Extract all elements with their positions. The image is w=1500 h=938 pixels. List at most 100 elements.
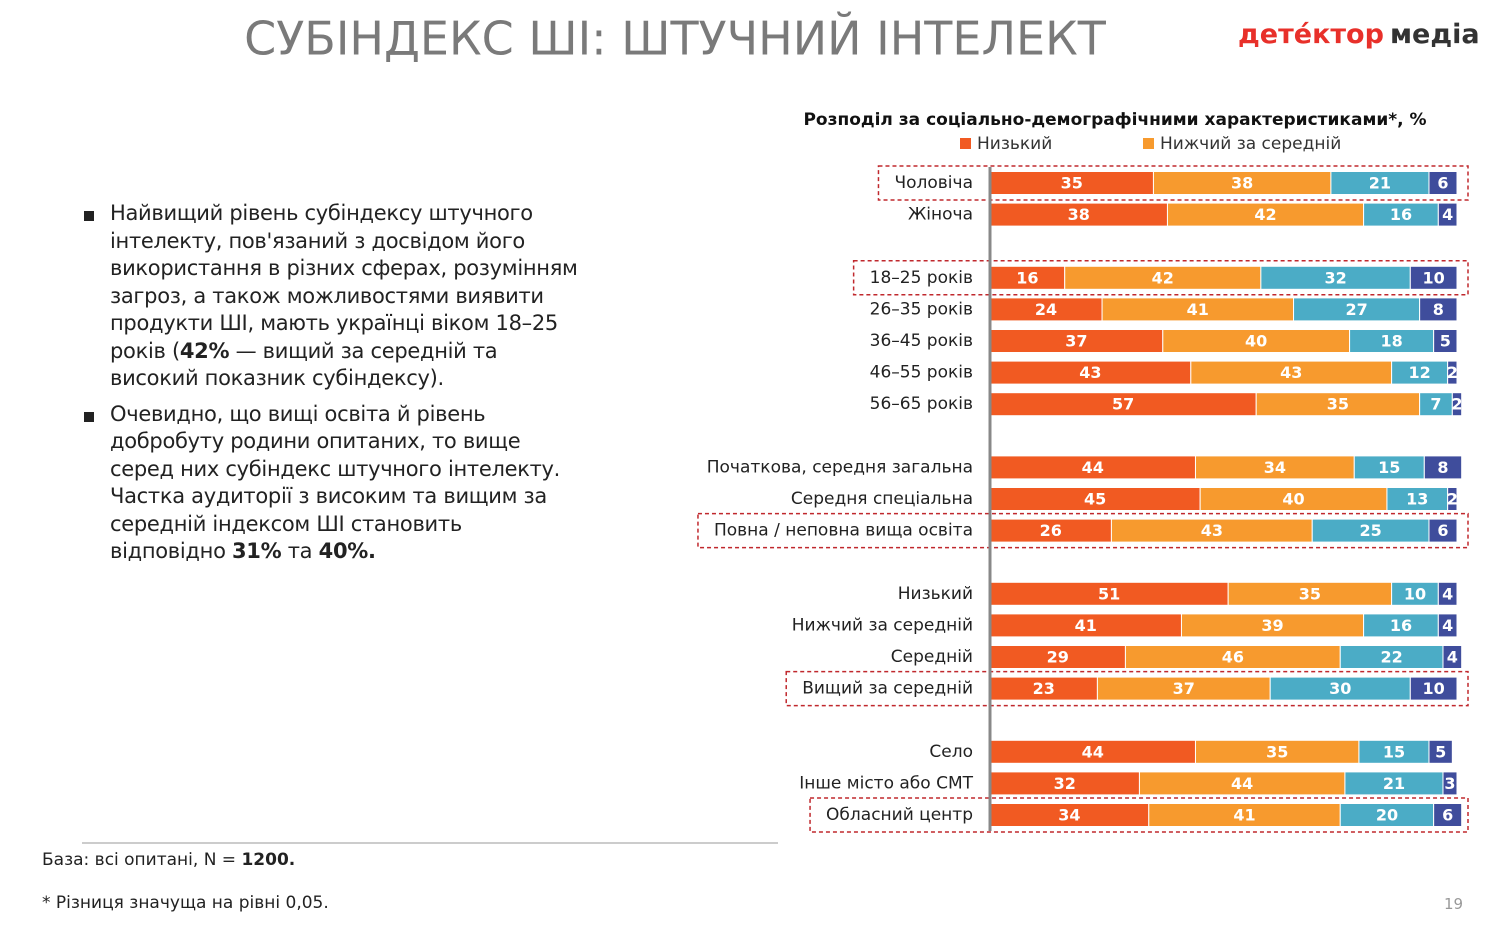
page-number: 19 — [1444, 895, 1464, 913]
value-label: 57 — [1112, 395, 1134, 414]
value-label: 5 — [1435, 742, 1446, 761]
value-label: 41 — [1233, 806, 1255, 825]
value-label: 22 — [1380, 648, 1402, 667]
value-label: 4 — [1442, 616, 1453, 635]
highlight-box — [877, 165, 1469, 201]
value-label: 30 — [1329, 679, 1351, 698]
value-label: 10 — [1404, 584, 1426, 603]
value-label: 21 — [1369, 174, 1391, 193]
highlight-box — [852, 260, 1469, 296]
chart-title: Розподіл за соціально-демографічними хар… — [803, 110, 1426, 130]
value-label: 41 — [1075, 616, 1097, 635]
value-label: 41 — [1187, 300, 1209, 319]
slide-title: СУБІНДЕКС ШІ: ШТУЧНИЙ ІНТЕЛЕКТ — [244, 12, 1107, 66]
value-label: 8 — [1437, 458, 1448, 477]
value-label: 23 — [1033, 679, 1055, 698]
value-label: 13 — [1406, 490, 1428, 509]
bar-segment — [1419, 297, 1458, 322]
value-label: 40 — [1282, 490, 1304, 509]
value-label: 2 — [1447, 490, 1458, 509]
row-label: 26–35 років — [870, 299, 973, 319]
legend-label: Нижчий за середній — [1160, 134, 1341, 154]
value-label: 37 — [1065, 332, 1087, 351]
bar-segment — [1428, 518, 1458, 543]
text-run: База: всі опитані, N = — [42, 850, 242, 870]
row-label: 18–25 років — [870, 268, 973, 288]
value-label: 45 — [1084, 490, 1106, 509]
value-label: 4 — [1442, 205, 1453, 224]
value-label: 3 — [1444, 774, 1455, 793]
bar-segment — [1423, 455, 1463, 480]
row-label: 46–55 років — [870, 363, 973, 383]
text-run: 31% — [232, 539, 282, 563]
legend-swatch — [960, 138, 971, 149]
value-label: 6 — [1442, 806, 1453, 825]
row-label: Початкова, середня загальна — [707, 457, 973, 477]
value-label: 24 — [1035, 300, 1057, 319]
bar-segment — [1447, 487, 1458, 511]
text-run: — вищий за середній та високий показник … — [110, 338, 498, 391]
value-label: 10 — [1423, 268, 1445, 287]
footnote-base: База: всі опитані, N = 1200. — [42, 850, 295, 870]
value-label: 35 — [1299, 584, 1321, 603]
bar-segment — [1442, 645, 1463, 669]
value-label: 27 — [1345, 300, 1367, 319]
row-label: Інше місто або СМТ — [799, 773, 973, 793]
value-label: 35 — [1061, 174, 1083, 193]
bullet: Найвищий рівень субіндексу штучного інте… — [82, 200, 582, 393]
bar-segment — [1442, 771, 1458, 796]
value-label: 38 — [1231, 174, 1253, 193]
highlight-box — [697, 512, 1469, 549]
bar-segment — [1409, 265, 1458, 290]
value-label: 44 — [1082, 742, 1104, 761]
value-label: 46 — [1222, 648, 1244, 667]
value-label: 34 — [1058, 806, 1080, 825]
bullets: Найвищий рівень субіндексу штучного інте… — [82, 200, 582, 574]
value-label: 25 — [1359, 521, 1381, 540]
value-label: 2 — [1447, 363, 1458, 382]
row-label: Середній — [891, 647, 973, 667]
bar-segment — [1437, 613, 1458, 638]
text-run: та — [281, 539, 319, 563]
text-run: 42% — [179, 338, 230, 363]
bar-segment — [1428, 171, 1458, 195]
bar-segment — [1451, 392, 1463, 417]
value-label: 15 — [1378, 458, 1400, 477]
row-label: Повна / неповна вища освіта — [714, 521, 973, 541]
value-label: 43 — [1280, 363, 1302, 382]
value-label: 2 — [1451, 395, 1462, 414]
value-label: 37 — [1173, 679, 1195, 698]
value-label: 4 — [1447, 648, 1458, 667]
value-label: 39 — [1261, 616, 1283, 635]
row-label: Село — [929, 742, 973, 762]
bar-segment — [1428, 739, 1453, 764]
value-label: 32 — [1324, 268, 1346, 287]
row-label: 56–65 років — [870, 394, 973, 414]
value-label: 35 — [1266, 742, 1288, 761]
row-label: Вищий за середній — [802, 679, 973, 699]
logo-part: медіа — [1390, 19, 1480, 50]
bullet: Очевидно, що вищі освіта й рівень доброб… — [82, 401, 582, 566]
bar-segment — [1437, 581, 1458, 606]
row-label: Середня спеціальна — [791, 489, 973, 509]
logo: детéктор медіа — [1238, 19, 1480, 50]
value-label: 12 — [1409, 363, 1431, 382]
value-label: 40 — [1245, 332, 1267, 351]
highlight-box — [785, 670, 1469, 707]
value-label: 18 — [1380, 332, 1402, 351]
value-label: 10 — [1423, 679, 1445, 698]
text-run: 1200. — [241, 850, 296, 870]
row-label: Обласний центр — [826, 805, 973, 825]
value-label: 32 — [1054, 774, 1076, 793]
row-label: 36–45 років — [870, 331, 973, 351]
value-label: 6 — [1437, 521, 1448, 540]
value-label: 20 — [1376, 806, 1398, 825]
value-label: 16 — [1390, 205, 1412, 224]
value-label: 26 — [1040, 521, 1062, 540]
value-label: 34 — [1264, 458, 1286, 477]
value-label: 15 — [1383, 742, 1405, 761]
value-label: 8 — [1433, 300, 1444, 319]
value-label: 7 — [1430, 395, 1441, 414]
